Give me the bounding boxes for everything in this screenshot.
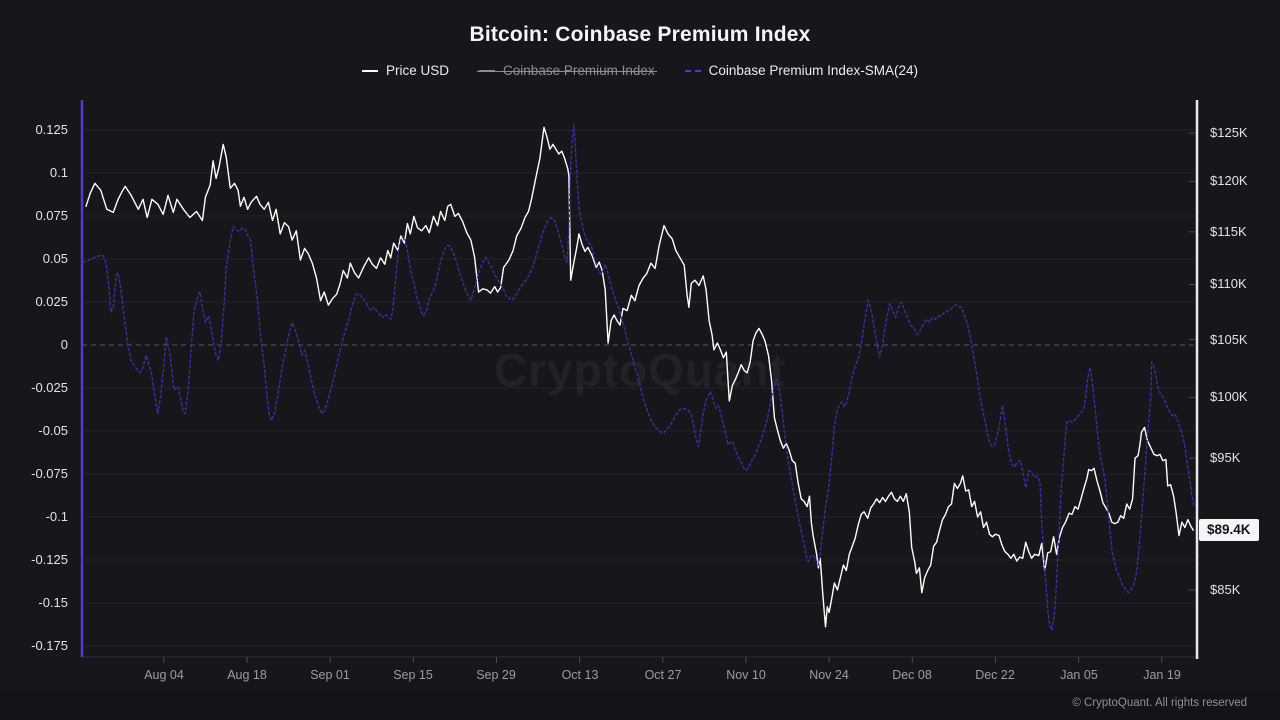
line-marker-icon bbox=[362, 69, 379, 72]
y-left-tick-label: -0.05 bbox=[38, 423, 68, 438]
copyright-text: © CryptoQuant. All rights reserved bbox=[1072, 697, 1247, 709]
x-tick-label: Jan 05 bbox=[1060, 668, 1098, 682]
chart-legend: Price USD Coinbase Premium Index Coinbase … bbox=[0, 63, 1280, 78]
x-tick-label: Oct 13 bbox=[561, 668, 599, 682]
y-left-tick-label: -0.025 bbox=[31, 380, 68, 395]
y-left-tick-label: 0.1 bbox=[49, 165, 68, 180]
legend-item-price-usd[interactable]: Price USD bbox=[362, 63, 449, 78]
y-left-tick-label: -0.175 bbox=[31, 638, 68, 653]
y-left-tick-label: -0.075 bbox=[31, 466, 68, 481]
price-usd-line[interactable] bbox=[85, 126, 1194, 628]
y-left-tick-label: -0.15 bbox=[38, 595, 68, 610]
legend-item-coinbase-premium-index-sma-24-[interactable]: Coinbase Premium Index-SMA(24) bbox=[684, 63, 918, 78]
x-tick-label: Nov 10 bbox=[726, 668, 766, 682]
line-marker-icon bbox=[684, 69, 701, 72]
x-tick-label: Sep 29 bbox=[476, 668, 516, 682]
y-left-tick-label: -0.1 bbox=[45, 509, 68, 524]
x-tick-label: Nov 24 bbox=[809, 668, 849, 682]
x-tick-label: Aug 18 bbox=[227, 668, 267, 682]
legend-label: Coinbase Premium Index-SMA(24) bbox=[708, 63, 918, 78]
legend-label: Price USD bbox=[386, 63, 450, 78]
current-price-badge: $89.4K bbox=[1199, 519, 1259, 541]
y-left-tick-label: 0.125 bbox=[35, 122, 68, 137]
y-right-tick-label: $85K bbox=[1210, 582, 1241, 597]
y-right-tick-label: $100K bbox=[1210, 389, 1248, 404]
premium-sma-line[interactable] bbox=[82, 124, 1196, 632]
y-right-tick-label: $125K bbox=[1210, 125, 1248, 140]
y-left-tick-label: 0.075 bbox=[35, 208, 68, 223]
y-right-tick-label: $105K bbox=[1210, 332, 1248, 347]
y-right-tick-label: $120K bbox=[1210, 173, 1248, 188]
y-left-tick-label: 0 bbox=[60, 337, 68, 352]
x-tick-label: Jan 19 bbox=[1143, 668, 1181, 682]
y-right-tick-label: $95K bbox=[1210, 450, 1241, 465]
x-tick-label: Oct 27 bbox=[644, 668, 682, 682]
x-tick-label: Aug 04 bbox=[144, 668, 184, 682]
legend-item-coinbase-premium-index[interactable]: Coinbase Premium Index bbox=[477, 63, 657, 78]
footer-bar: © CryptoQuant. All rights reserved bbox=[0, 690, 1280, 720]
x-tick-label: Sep 01 bbox=[310, 668, 350, 682]
x-tick-label: Sep 15 bbox=[393, 668, 433, 682]
y-right-tick-label: $115K bbox=[1210, 224, 1247, 239]
x-tick-label: Dec 08 bbox=[892, 668, 932, 682]
y-right-tick-label: $110K bbox=[1210, 276, 1247, 291]
page-title: Bitcoin: Coinbase Premium Index bbox=[469, 23, 811, 46]
x-tick-label: Dec 22 bbox=[975, 668, 1015, 682]
y-left-tick-label: -0.125 bbox=[31, 552, 68, 567]
y-left-tick-label: 0.05 bbox=[42, 251, 68, 266]
y-left-tick-label: 0.025 bbox=[35, 294, 68, 309]
